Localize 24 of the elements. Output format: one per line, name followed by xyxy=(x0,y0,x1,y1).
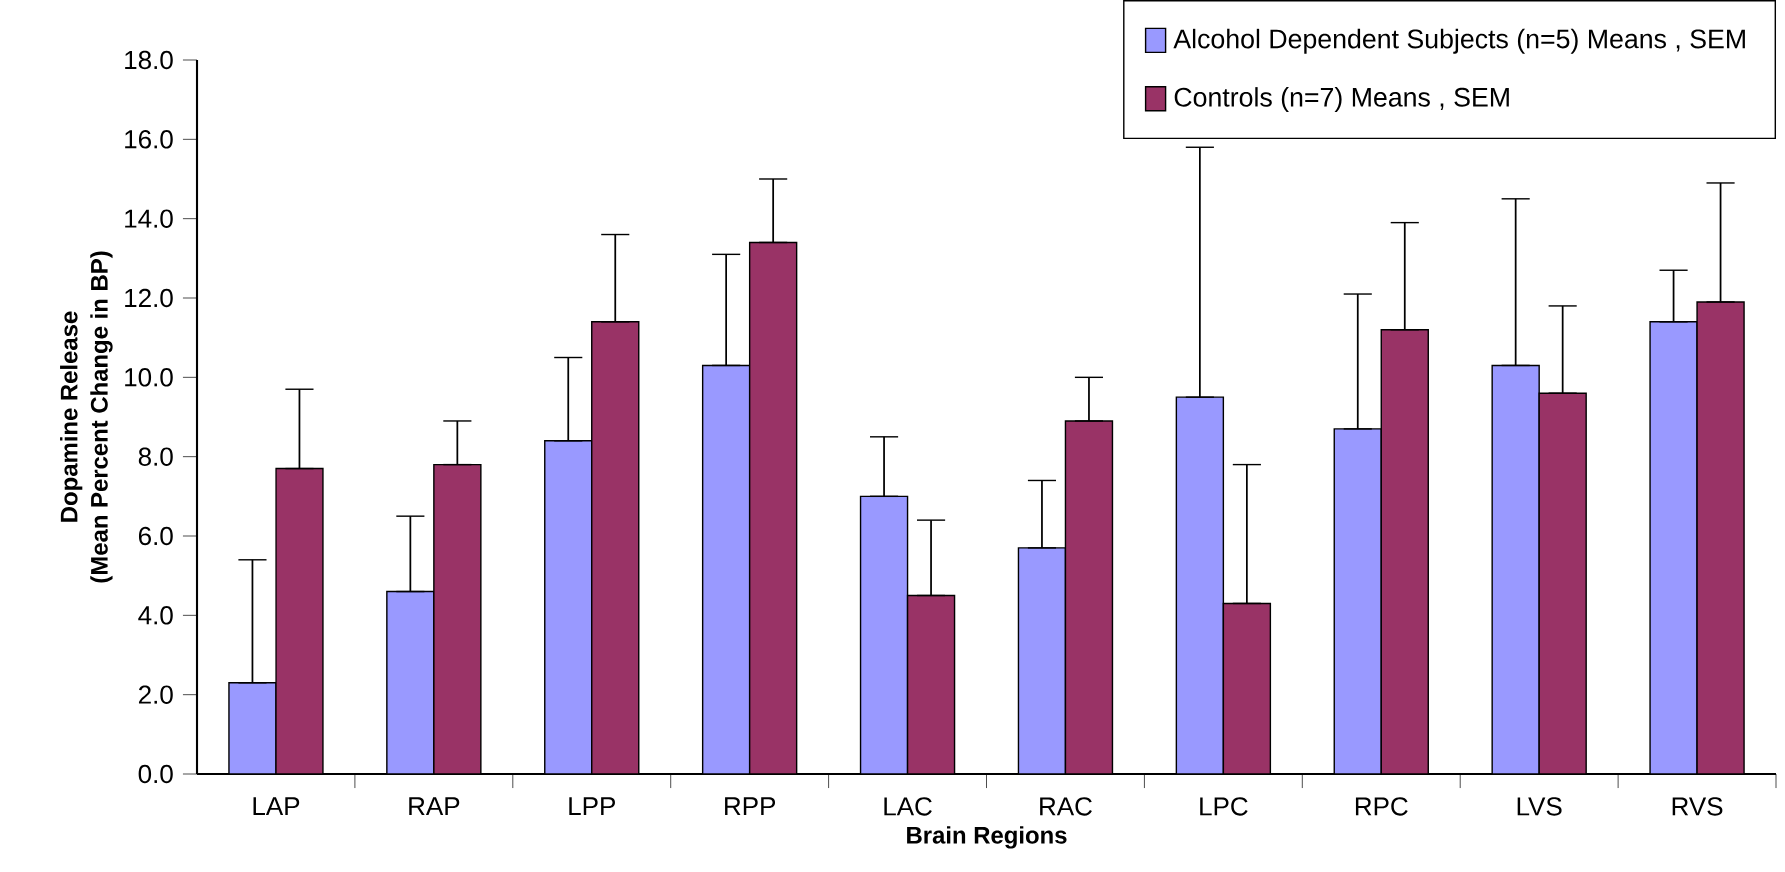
x-axis-title: Brain Regions xyxy=(907,826,1067,849)
y-tick-label: 16.0 xyxy=(125,130,173,149)
x-tick-label: LVS xyxy=(1517,797,1562,816)
y-tick-label: 12.0 xyxy=(125,288,173,308)
y-tick-label: 18.0 xyxy=(125,50,173,70)
x-tick-label: LPP xyxy=(569,797,615,816)
y-tick-label: 14.0 xyxy=(125,209,173,228)
x-tick-label: LPC xyxy=(1200,797,1248,816)
legend-label: Alcohol Dependent Subjects (n=5) Means , SEM xyxy=(1173,28,1745,54)
x-tick-label: RVS xyxy=(1672,797,1723,816)
y-tick-label: 4.0 xyxy=(138,606,173,625)
y-tick-label: 8.0 xyxy=(138,447,173,466)
x-tick-label: RPC xyxy=(1355,797,1408,816)
x-tick-label: LAC xyxy=(884,797,932,816)
y-tick-label: 0.0 xyxy=(138,764,173,784)
y-tick-label: 10.0 xyxy=(125,368,173,387)
x-tick-label: RPP xyxy=(725,797,776,816)
x-tick-label: LAP xyxy=(253,797,300,816)
x-tick-label: RAC xyxy=(1040,797,1092,816)
y-axis-title: Dopamine Release (Mean Percent Change in BP) xyxy=(60,251,113,583)
y-tick-label: 2.0 xyxy=(138,685,173,704)
x-tick-label: RAP xyxy=(409,797,460,816)
legend-label: Controls (n=7) Means , SEM xyxy=(1174,87,1509,112)
y-tick-label: 6.0 xyxy=(138,526,173,546)
